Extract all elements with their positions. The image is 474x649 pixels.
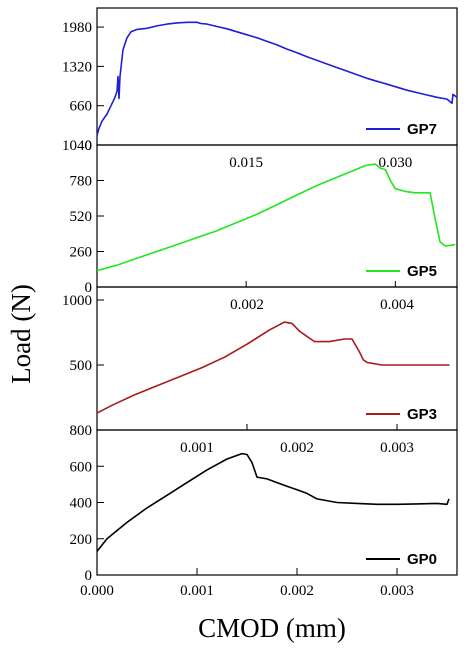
y-tick-label-gp0: 0 <box>85 568 93 584</box>
y-tick-label-gp3: 1000 <box>62 293 92 309</box>
series-line-gp0 <box>96 452 450 552</box>
y-tick-label-gp5: 0 <box>85 280 93 296</box>
panel-frame-gp7 <box>96 7 458 146</box>
y-tick-label-gp5: 1040 <box>62 138 92 154</box>
y-tick-label-gp7: 0 <box>85 138 93 154</box>
y-tick-label-gp5: 260 <box>70 245 93 261</box>
x-tick-label: 0.003 <box>380 583 414 599</box>
legend-label-gp3: GP3 <box>407 406 437 423</box>
legend-label-gp0: GP0 <box>407 551 437 568</box>
y-tick-label-gp7: 1980 <box>62 20 92 36</box>
top-tick-label-gp5: 0.030 <box>378 155 412 171</box>
top-tick-label-gp5: 0.015 <box>229 155 263 171</box>
chart-panels: 0 660 1320 1980 GP7 0 260 520 780 1040 0.015 0.030 G… <box>62 7 458 599</box>
y-axis-title: Load (N) <box>6 284 36 384</box>
panel-gp0: 0 200 400 600 800 0.001 0.002 0.003 0.000 0.001 0.… <box>70 423 458 599</box>
y-tick-label-gp0: 400 <box>70 496 93 512</box>
y-tick-label-gp3: 500 <box>70 358 93 374</box>
series-line-gp5 <box>96 163 456 272</box>
panel-gp5: 0 260 520 780 1040 0.015 0.030 GP5 <box>62 138 458 296</box>
top-tick-label-gp0: 0.002 <box>280 440 314 456</box>
y-tick-label-gp0: 600 <box>70 459 93 475</box>
series-line-gp3 <box>96 321 450 414</box>
x-tick-label: 0.001 <box>180 583 214 599</box>
x-tick-label: 0.002 <box>280 583 314 599</box>
panel-gp3: 500 1000 0.002 0.004 GP3 <box>62 286 458 431</box>
panel-gp7: 0 660 1320 1980 GP7 <box>62 7 458 154</box>
y-tick-label-gp7: 660 <box>70 99 93 115</box>
y-tick-label-gp5: 520 <box>70 209 93 225</box>
x-tick-label: 0.000 <box>80 583 114 599</box>
y-tick-label-gp7: 1320 <box>62 59 92 75</box>
series-line-gp7 <box>96 21 458 136</box>
legend-label-gp5: GP5 <box>407 263 437 280</box>
top-tick-label-gp0: 0.001 <box>180 440 214 456</box>
x-axis-title: CMOD (mm) <box>198 613 346 643</box>
top-tick-label-gp3: 0.004 <box>380 297 414 313</box>
legend-label-gp7: GP7 <box>407 121 437 138</box>
top-tick-label-gp3: 0.002 <box>230 297 264 313</box>
top-tick-label-gp0: 0.003 <box>380 440 414 456</box>
y-tick-label-gp5: 780 <box>70 174 93 190</box>
y-tick-label-gp0: 200 <box>70 532 93 548</box>
y-tick-label-gp0: 800 <box>70 423 93 439</box>
